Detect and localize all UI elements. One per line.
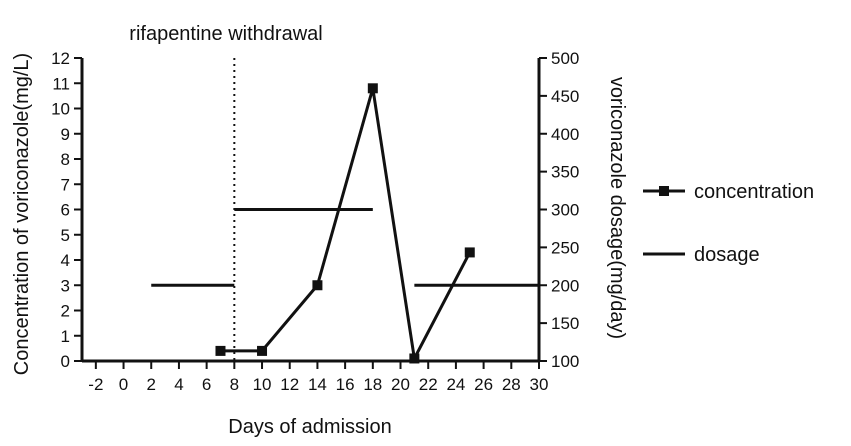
x-tick-label: 0 [119,375,128,394]
y-left-tick-label: 12 [51,49,70,68]
concentration-point [464,247,475,258]
y-left-tick-label: 11 [52,74,70,93]
y-left-tick-label: 3 [61,276,70,295]
y-right-tick-label: 150 [551,314,579,333]
concentration-line [220,87,472,364]
y-right-tick-label: 100 [551,352,579,371]
y-right-tick-label: 250 [551,238,579,257]
x-tick-label: 24 [446,375,465,394]
concentration-point [215,345,226,356]
legend-concentration-marker [659,186,669,196]
y-left-tick-label: 4 [61,251,70,270]
x-axis-title: Days of admission [228,416,391,438]
concentration-point [312,280,323,291]
y-right-axis-title: voriconazole dosage(mg/day) [606,77,628,339]
concentration-point [367,83,378,94]
x-tick-label: 26 [474,375,493,394]
x-tick-label: 14 [308,375,327,394]
x-tick-label: 28 [502,375,521,394]
y-left-tick-label: 9 [61,125,70,144]
x-tick-label: 2 [147,375,156,394]
y-right-tick-label: 200 [551,276,579,295]
y-right-tick-label: 350 [551,163,579,182]
plot-marks [151,58,539,364]
x-tick-label: -2 [88,375,103,394]
x-tick-label: 12 [280,375,299,394]
legend: concentration dosage [643,181,814,266]
y-left-tick-label: 8 [61,150,70,169]
y-left-tick-label: 5 [61,226,70,245]
y-left-tick-label: 2 [61,302,70,321]
y-left-tick-label: 6 [61,201,70,220]
y-left-tick-label: 1 [61,327,70,346]
concentration-point [409,353,420,364]
y-left-tick-label: 7 [61,175,70,194]
annotation-label: rifapentine withdrawal [129,23,322,45]
y-left-tick-label: 0 [61,352,70,371]
x-tick-label: 10 [253,375,272,394]
x-tick-label: 20 [391,375,410,394]
x-tick-label: 30 [530,375,549,394]
y-right-tick-label: 300 [551,201,579,220]
y-right-tick-label: 400 [551,125,579,144]
concentration-point [257,345,268,356]
legend-dosage-label: dosage [694,244,760,266]
y-left-tick-label: 10 [51,100,70,119]
x-tick-label: 6 [202,375,211,394]
y-right-tick-label: 500 [551,49,579,68]
x-tick-label: 22 [419,375,438,394]
x-tick-label: 4 [174,375,183,394]
x-tick-label: 16 [336,375,355,394]
x-tick-label: 18 [363,375,382,394]
legend-concentration-label: concentration [694,181,814,203]
y-right-tick-label: 450 [551,87,579,106]
y-left-axis-title: Concentration of voriconazole(mg/L) [11,53,33,375]
x-tick-label: 8 [230,375,239,394]
ticks: -2 0 2 4 6 8 10 12 14 16 18 20 22 24 26 28 3001234567891… [51,49,579,394]
